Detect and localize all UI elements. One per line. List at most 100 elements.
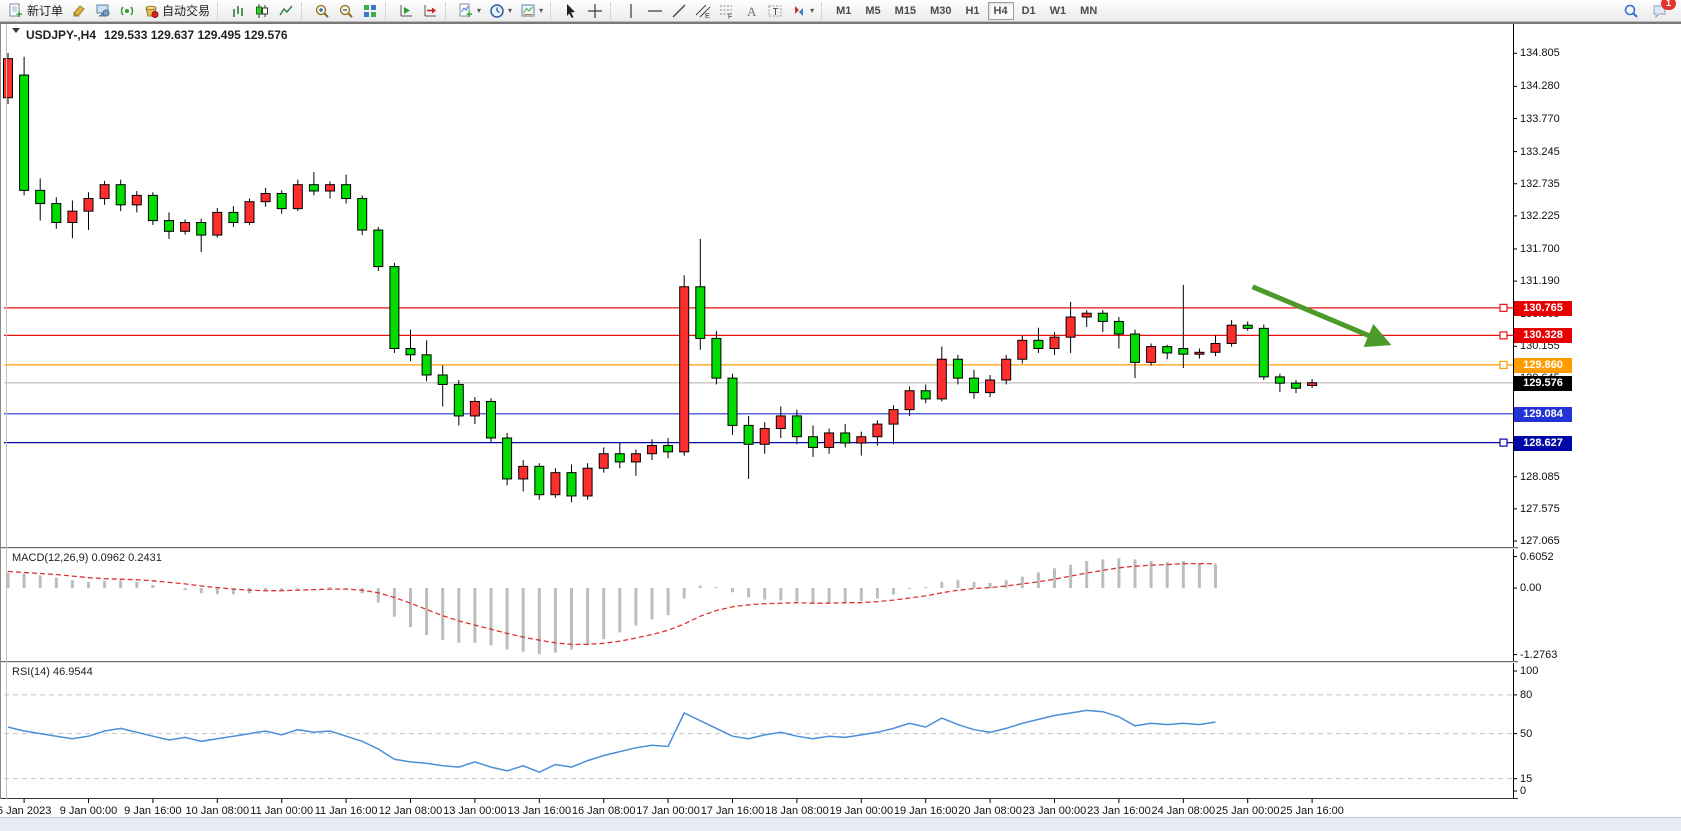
candle-body-bear <box>808 436 818 448</box>
bar-chart-button[interactable] <box>226 0 249 22</box>
auto-scroll-button[interactable] <box>394 0 417 22</box>
candle-body-bear <box>228 211 239 223</box>
candle-body-bear <box>695 286 706 339</box>
text-icon: A <box>742 3 759 19</box>
pane-separator[interactable] <box>0 547 1518 548</box>
text-tool-button[interactable]: A <box>739 0 762 22</box>
text-label-tool-button[interactable]: T <box>763 0 786 22</box>
candle-body-bear <box>437 374 448 385</box>
candle-body-bear <box>969 377 979 394</box>
indicators-button[interactable]: + ▾ <box>454 0 484 22</box>
level-line-handle[interactable] <box>1499 438 1508 447</box>
timeframe-d1-button[interactable]: D1 <box>1021 4 1036 17</box>
new-order-button[interactable]: + 新订单 <box>4 1 66 21</box>
signals-button[interactable] <box>115 0 138 22</box>
candle-body-bear <box>373 229 384 268</box>
vertical-line-tool-button[interactable] <box>619 0 642 22</box>
autotrading-icon <box>142 3 159 19</box>
macd-pane[interactable] <box>0 549 1681 660</box>
candle-body-bear <box>920 390 931 400</box>
line-chart-button[interactable] <box>274 0 297 22</box>
candle-body-bear <box>341 184 352 200</box>
indicators-icon: + <box>457 3 474 19</box>
candle-body-bear <box>35 189 46 205</box>
rsi-line <box>7 709 1216 774</box>
candle-body-bull <box>1307 382 1318 387</box>
candle-body-bull <box>83 198 94 212</box>
main-chart-pane[interactable] <box>0 24 1681 547</box>
metaeditor-button[interactable] <box>67 0 90 22</box>
new-order-label: 新订单 <box>27 4 64 18</box>
candle-body-bear <box>308 184 319 192</box>
candle-body-bull <box>325 184 335 192</box>
cursor-icon <box>562 3 579 19</box>
pane-separator-highlight <box>0 548 1518 549</box>
notifications-button[interactable]: 1 <box>1648 0 1676 22</box>
candle-body-bull <box>936 358 947 400</box>
new-order-icon: + <box>7 3 24 19</box>
svg-text:T: T <box>772 7 778 18</box>
autotrading-label: 自动交易 <box>162 4 211 18</box>
dropdown-caret-icon: ▾ <box>539 6 544 15</box>
candle-body-bear <box>1242 324 1253 329</box>
timeframe-w1-button[interactable]: W1 <box>1049 4 1067 17</box>
candle-body-bear <box>196 221 207 236</box>
candle-body-bull <box>904 390 915 411</box>
trend-arrow-annotation[interactable] <box>1251 284 1392 347</box>
timeframe-m5-button[interactable]: M5 <box>865 4 881 17</box>
arrows-tool-button[interactable]: ▾ <box>787 0 817 22</box>
svg-text:+: + <box>466 9 472 19</box>
timeframe-m1-button[interactable]: M1 <box>836 4 852 17</box>
level-line-handle[interactable] <box>1499 331 1508 340</box>
timeframe-m15-button[interactable]: M15 <box>894 4 917 17</box>
horizontal-line-icon <box>646 3 663 19</box>
status-bar <box>0 817 1681 831</box>
timeframe-h4-button[interactable]: H4 <box>987 1 1014 20</box>
candlestick-chart-button[interactable] <box>250 0 273 22</box>
candle-body-bull <box>872 423 883 438</box>
pane-separator[interactable] <box>0 661 1518 662</box>
candle-body-bull <box>469 400 480 417</box>
fibonacci-icon: F <box>718 3 735 19</box>
candle-body-bear <box>1274 376 1285 384</box>
tile-windows-button[interactable] <box>358 0 381 22</box>
horizontal-line-tool-button[interactable] <box>643 0 666 22</box>
chart-shift-button[interactable] <box>418 0 441 22</box>
rsi-pane[interactable] <box>0 664 1681 798</box>
candlestick-chart-icon <box>253 3 270 19</box>
line-chart-icon <box>277 3 294 19</box>
candle-body-bear <box>1130 333 1140 363</box>
fibonacci-tool-button[interactable]: F <box>715 0 738 22</box>
candle-body-bull <box>518 465 529 480</box>
level-line-handle[interactable] <box>1499 303 1508 312</box>
virtual-hosting-button[interactable] <box>91 0 114 22</box>
svg-text:E: E <box>705 13 710 19</box>
timeframe-mn-button[interactable]: MN <box>1080 4 1098 17</box>
crosshair-tool-button[interactable] <box>583 0 606 22</box>
vertical-line-icon <box>622 3 639 19</box>
equidistant-channel-tool-button[interactable]: E <box>691 0 714 22</box>
timeframe-h1-button[interactable]: H1 <box>965 4 980 17</box>
periods-button[interactable]: ▾ <box>485 0 515 22</box>
chart-menu-triangle-icon[interactable] <box>12 28 20 37</box>
toolbar-separator <box>385 2 390 19</box>
zoom-in-button[interactable] <box>310 0 333 22</box>
zoom-out-button[interactable] <box>334 0 357 22</box>
chart-title-symbol: USDJPY-,H4 <box>26 28 97 42</box>
trendline-tool-button[interactable] <box>667 0 690 22</box>
candle-body-bull <box>630 453 641 463</box>
candle-body-bull <box>180 221 191 232</box>
candle-body-bull <box>856 436 867 444</box>
candle-body-bear <box>566 472 577 497</box>
autotrading-button[interactable]: 自动交易 <box>139 1 213 21</box>
search-button[interactable] <box>1619 0 1642 22</box>
cursor-tool-button[interactable] <box>559 0 582 22</box>
templates-button[interactable]: ▾ <box>516 0 546 22</box>
trendline-icon <box>670 3 687 19</box>
timeframe-m30-button[interactable]: M30 <box>930 4 952 17</box>
bar-chart-icon <box>229 3 246 19</box>
candle-body-bear <box>453 383 464 417</box>
candle-body-bull <box>99 184 110 200</box>
level-line-handle[interactable] <box>1499 360 1508 369</box>
